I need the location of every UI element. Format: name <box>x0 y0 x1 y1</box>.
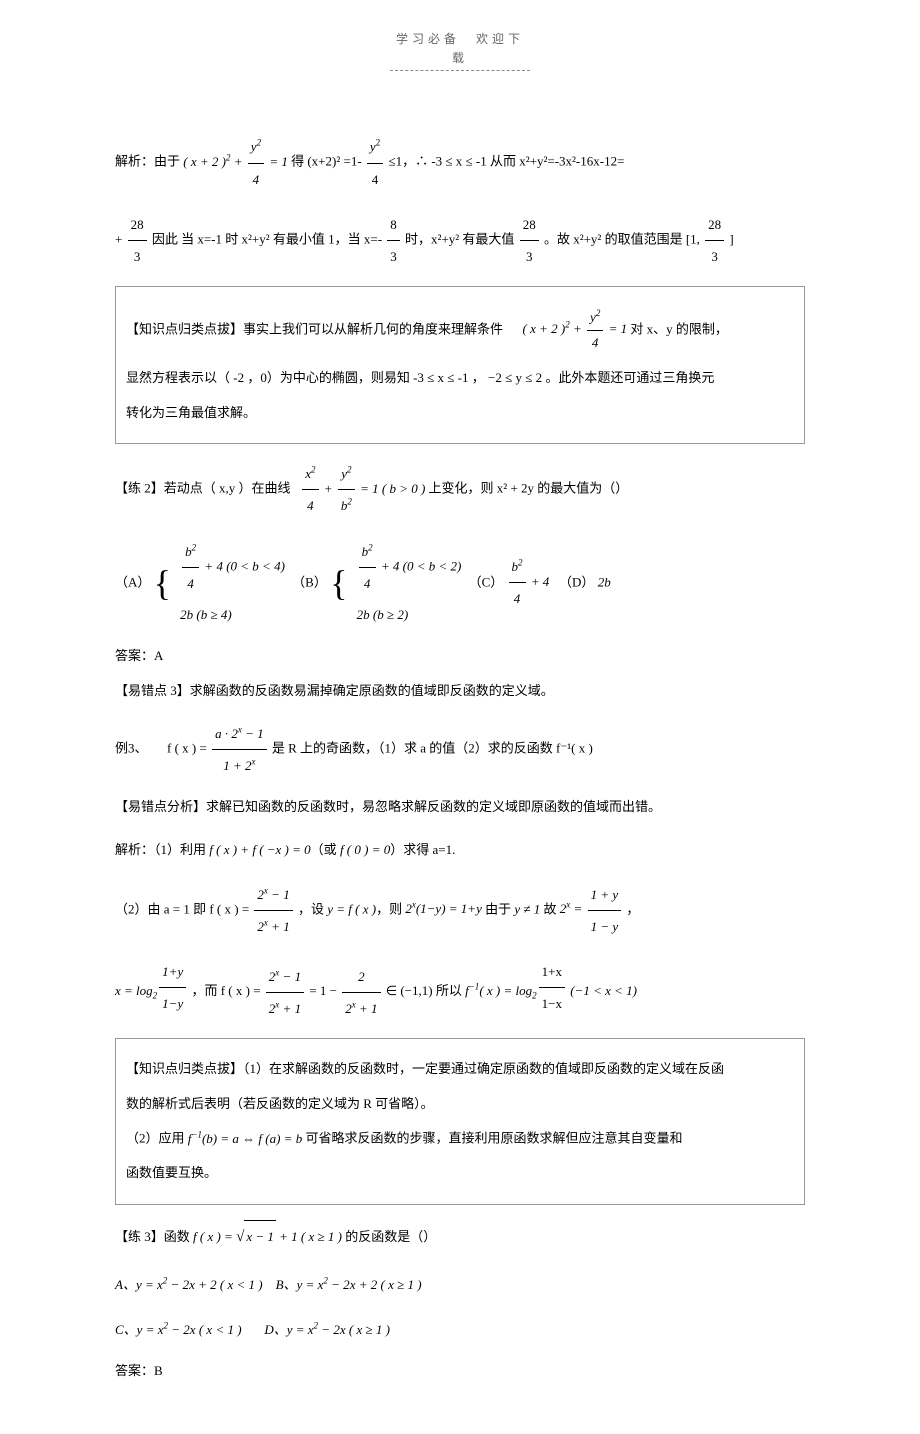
text: 是 R 上的奇函数，（1）求 a 的值（2）求的反函数 f⁻¹( x ) <box>272 740 593 755</box>
practice-3-options-row2: C、y = x2 − 2x ( x < 1 ) D、y = x2 − 2x ( … <box>115 1314 805 1345</box>
text: 【知识点归类点拔】（1）在求解函数的反函数时，一定要通过确定原函数的值域即反函数… <box>126 1057 794 1082</box>
knowledge-box-2: 【知识点归类点拔】（1）在求解函数的反函数时，一定要通过确定原函数的值域即反函数… <box>115 1038 805 1205</box>
fraction: 2x − 1 2x + 1 <box>254 879 292 942</box>
knowledge-box-1: 【知识点归类点拔】事实上我们可以从解析几何的角度来理解条件 ( x + 2 )2… <box>115 286 805 444</box>
text: ，设 y = f ( x )，则 2x(1−y) = 1+y 由于 y ≠ 1 … <box>298 901 582 916</box>
option-c: C、y = x2 − 2x ( x < 1 ) <box>115 1322 242 1337</box>
example-3-stem: 例3、 f ( x ) = a · 2x − 1 1 + 2x 是 R 上的奇函… <box>115 718 805 781</box>
text: ∈ (−1,1) 所以 f−1( x ) = log2 <box>386 983 537 998</box>
option-d-label: （D） <box>559 574 594 589</box>
text: ，而 f ( x ) = <box>191 983 260 998</box>
option-c-label: （C） <box>469 574 504 589</box>
error-analysis: 【易错点分析】求解已知函数的反函数时，易忽略求解反函数的定义域即原函数的值域而出… <box>115 795 805 820</box>
text: 【练 2】若动点（ x,y ）在曲线 <box>115 481 291 496</box>
solution-2: （2）由 a = 1 即 f ( x ) = 2x − 1 2x + 1 ，设 … <box>115 879 805 942</box>
fraction: 2x − 1 2x + 1 <box>266 961 304 1024</box>
equation: ( x + 2 )2 + y24 = 1 <box>183 154 291 169</box>
text: 【知识点归类点拔】事实上我们可以从解析几何的角度来理解条件 <box>126 321 503 336</box>
fraction: 1 + y 1 − y <box>588 879 622 942</box>
equation: ( x + 2 )2 + y24 = 1 <box>523 321 631 336</box>
fraction: 283 <box>128 209 147 272</box>
fraction: y24 <box>367 131 383 194</box>
text: 函数值要互换。 <box>126 1161 794 1186</box>
text: ， <box>626 901 639 916</box>
option-a-label: （A） <box>115 574 150 589</box>
text: 显然方程表示以（ -2 ，0）为中心的椭圆，则易知 -3 ≤ x ≤ -1 ， … <box>126 366 794 391</box>
practice-2-options: （A） { b24 + 4 (0 < b < 4) 2b (b ≥ 4) （B）… <box>115 536 805 631</box>
text: 解析：（1）利用 f ( x ) + f ( −x ) = 0（或 f ( 0 … <box>115 842 455 857</box>
option-d: D、y = x2 − 2x ( x ≥ 1 ) <box>264 1322 390 1337</box>
text: 对 x、y 的限制， <box>630 321 728 336</box>
practice-2-stem: 【练 2】若动点（ x,y ）在曲线 x24 + y2b2 = 1 ( b > … <box>115 458 805 521</box>
option-d: 2b <box>598 574 611 589</box>
text: = 1 − <box>309 983 337 998</box>
fraction: 83 <box>387 209 400 272</box>
option-a: b24 + 4 (0 < b < 4) 2b (b ≥ 4) <box>180 536 285 631</box>
solution-1: 解析：（1）利用 f ( x ) + f ( −x ) = 0（或 f ( 0 … <box>115 834 805 865</box>
text: （2）由 a = 1 即 f ( x ) = <box>115 901 249 916</box>
fraction: 2 2x + 1 <box>342 961 380 1024</box>
text: 解析：由于 <box>115 154 180 169</box>
text: ] <box>729 231 733 246</box>
text: 得 (x+2)² =1- <box>291 154 362 169</box>
option-c: b24 + 4 <box>507 574 553 589</box>
text: 。故 x²+y² 的取值范围是 [1, <box>544 231 700 246</box>
text: 转化为三角最值求解。 <box>126 401 794 426</box>
text: + <box>115 231 122 246</box>
option-a: A、y = x2 − 2x + 2 ( x < 1 ) <box>115 1277 263 1292</box>
practice-3-options-row1: A、y = x2 − 2x + 2 ( x < 1 ) B、y = x2 − 2… <box>115 1269 805 1300</box>
answer-3: 答案：B <box>115 1359 805 1384</box>
analysis-line-2: + 283 因此 当 x=-1 时 x²+y² 有最小值 1，当 x=- 83 … <box>115 209 805 272</box>
fraction: 283 <box>705 209 724 272</box>
option-b: b24 + 4 (0 < b < 2) 2b (b ≥ 2) <box>357 536 462 631</box>
text: 数的解析式后表明（若反函数的定义域为 R 可省略）。 <box>126 1092 794 1117</box>
fraction: a · 2x − 1 1 + 2x <box>212 718 267 781</box>
text: 因此 当 x=-1 时 x²+y² 有最小值 1，当 x=- <box>152 231 382 246</box>
text: 时，x²+y² 有最大值 <box>405 231 514 246</box>
option-b: B、y = x2 − 2x + 2 ( x ≥ 1 ) <box>276 1277 422 1292</box>
practice-3-stem: 【练 3】函数 f ( x ) = √x − 1 + 1 ( x ≥ 1 ) 的… <box>115 1219 805 1255</box>
text: ≤1，∴ -3 ≤ x ≤ -1 从而 x²+y²=-3x²-16x-12= <box>388 154 624 169</box>
text: （2）应用 f−1(b) = a ⇔ f (a) = b 可省略求反函数的步骤，… <box>126 1126 794 1151</box>
analysis-line-1: 解析：由于 ( x + 2 )2 + y24 = 1 得 (x+2)² =1- … <box>115 131 805 194</box>
answer-2: 答案：A <box>115 644 805 669</box>
option-b-label: （B） <box>292 574 327 589</box>
text: (−1 < x < 1) <box>570 983 637 998</box>
error-point-3: 【易错点 3】求解函数的反函数易漏掉确定原函数的值域即反函数的定义域。 <box>115 679 805 704</box>
solution-3: x = log21+y1−y ，而 f ( x ) = 2x − 1 2x + … <box>115 956 805 1024</box>
page-header: 学习必备 欢迎下载 <box>390 30 530 71</box>
equation: x = log21+y1−y <box>115 983 191 998</box>
text: 上变化，则 x² + 2y 的最大值为（） <box>429 481 629 496</box>
text: 例3、 f ( x ) = <box>115 740 207 755</box>
equation: x24 + y2b2 = 1 ( b > 0 ) <box>300 481 428 496</box>
fraction: 283 <box>520 209 539 272</box>
